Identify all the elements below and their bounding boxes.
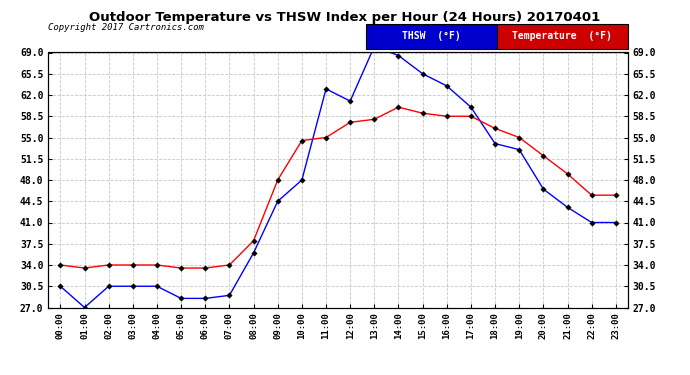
Text: Copyright 2017 Cartronics.com: Copyright 2017 Cartronics.com <box>48 23 204 32</box>
Text: THSW  (°F): THSW (°F) <box>402 32 461 41</box>
Text: Temperature  (°F): Temperature (°F) <box>513 32 612 41</box>
Text: Outdoor Temperature vs THSW Index per Hour (24 Hours) 20170401: Outdoor Temperature vs THSW Index per Ho… <box>90 11 600 24</box>
